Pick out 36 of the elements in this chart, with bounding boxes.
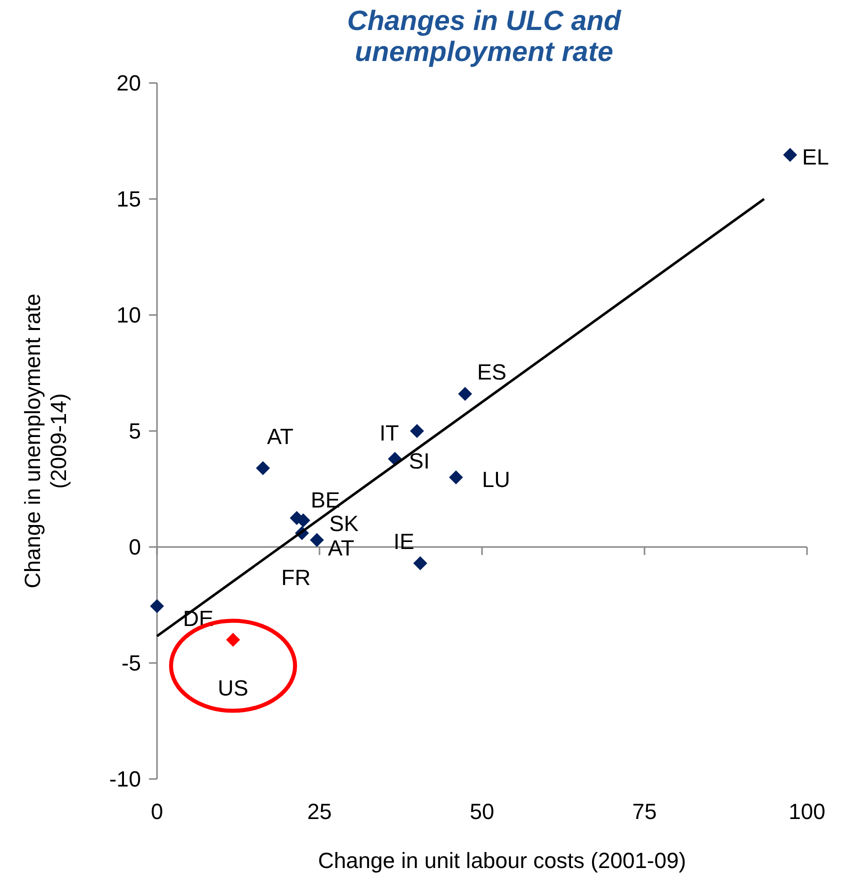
point bbox=[150, 599, 164, 614]
x-tick-label: 75 bbox=[632, 799, 657, 824]
x-axis-title: Change in unit labour costs (2001-09) bbox=[318, 848, 686, 873]
data-label: AT bbox=[266, 424, 294, 449]
point bbox=[783, 148, 798, 162]
y-tick-label: 0 bbox=[128, 534, 141, 560]
x-tick-label: 25 bbox=[307, 799, 332, 824]
x-tick-label: 100 bbox=[788, 799, 826, 824]
y-tick-label: -5 bbox=[121, 650, 141, 676]
data-label: AT bbox=[328, 536, 354, 561]
data-label: ES bbox=[477, 360, 506, 385]
y-tick-label: 5 bbox=[128, 418, 141, 444]
data-label: SK bbox=[329, 511, 359, 536]
data-label: IE bbox=[393, 528, 414, 554]
point bbox=[310, 533, 324, 548]
y-tick-label: -10 bbox=[109, 766, 141, 792]
y-tick-label: 20 bbox=[116, 70, 141, 96]
point bbox=[458, 386, 472, 401]
y-tick-label: 15 bbox=[116, 186, 141, 212]
data-label: US bbox=[218, 676, 248, 700]
data-label: IT bbox=[379, 420, 399, 446]
data-label: FR bbox=[281, 564, 311, 590]
y-axis-title: Change in unemployment rate (2009-14) bbox=[20, 294, 71, 588]
x-tick-label: 0 bbox=[150, 799, 164, 824]
data-label: LU bbox=[482, 467, 510, 492]
point bbox=[410, 424, 424, 438]
data-label: SI bbox=[408, 448, 430, 474]
point bbox=[226, 632, 240, 647]
data-label: EL bbox=[802, 144, 830, 170]
chart-title: Changes in ULC and unemployment rate bbox=[347, 5, 622, 67]
x-tick-label: 50 bbox=[470, 799, 494, 824]
point bbox=[413, 556, 428, 570]
point bbox=[256, 461, 270, 476]
data-label: BE bbox=[310, 488, 340, 513]
y-tick-label: 10 bbox=[116, 302, 141, 328]
point bbox=[449, 470, 463, 484]
